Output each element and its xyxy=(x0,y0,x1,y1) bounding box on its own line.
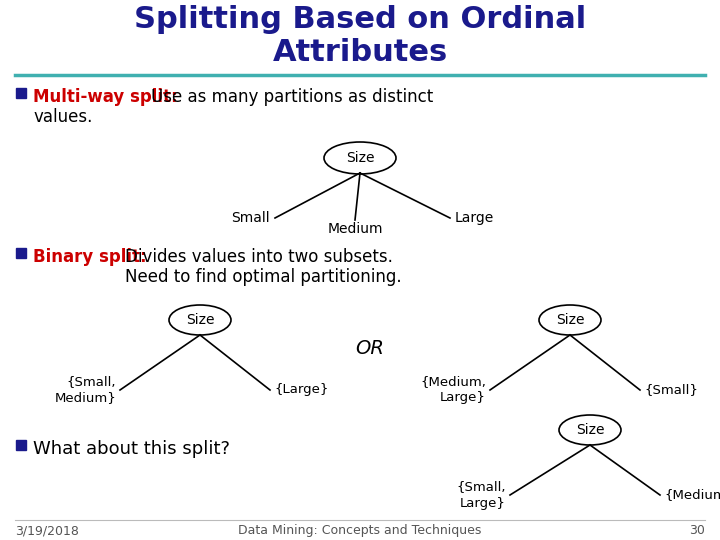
Text: {Small,: {Small, xyxy=(66,375,116,388)
Text: Size: Size xyxy=(186,313,215,327)
Ellipse shape xyxy=(559,415,621,445)
Text: Size: Size xyxy=(556,313,584,327)
Text: {Small,: {Small, xyxy=(456,481,506,494)
Text: Large}: Large} xyxy=(460,496,506,510)
Text: {Large}: {Large} xyxy=(274,383,328,396)
Text: Large}: Large} xyxy=(440,392,486,404)
Ellipse shape xyxy=(324,142,396,174)
Text: Data Mining: Concepts and Techniques: Data Mining: Concepts and Techniques xyxy=(238,524,482,537)
Text: Large: Large xyxy=(455,211,494,225)
Text: Attributes: Attributes xyxy=(272,38,448,67)
Bar xyxy=(16,248,26,258)
Text: {Small}: {Small} xyxy=(644,383,698,396)
Text: Size: Size xyxy=(346,151,374,165)
Text: Small: Small xyxy=(231,211,270,225)
Text: Size: Size xyxy=(576,423,604,437)
Text: Use as many partitions as distinct: Use as many partitions as distinct xyxy=(151,88,433,106)
Text: What about this split?: What about this split? xyxy=(33,440,230,458)
Text: Binary split:: Binary split: xyxy=(33,248,147,266)
Text: 3/19/2018: 3/19/2018 xyxy=(15,524,79,537)
Text: 30: 30 xyxy=(689,524,705,537)
Text: values.: values. xyxy=(33,108,92,126)
Text: Multi-way split:: Multi-way split: xyxy=(33,88,178,106)
Text: Medium}: Medium} xyxy=(54,392,116,404)
Bar xyxy=(16,440,26,450)
Ellipse shape xyxy=(539,305,601,335)
Text: {Medium,: {Medium, xyxy=(420,375,486,388)
Text: Divides values into two subsets.: Divides values into two subsets. xyxy=(125,248,393,266)
Text: OR: OR xyxy=(356,339,384,357)
Text: Need to find optimal partitioning.: Need to find optimal partitioning. xyxy=(125,268,402,286)
Bar xyxy=(16,88,26,98)
Text: {Medium}: {Medium} xyxy=(664,489,720,502)
Ellipse shape xyxy=(169,305,231,335)
Text: Medium: Medium xyxy=(328,222,383,236)
Text: Splitting Based on Ordinal: Splitting Based on Ordinal xyxy=(134,5,586,34)
